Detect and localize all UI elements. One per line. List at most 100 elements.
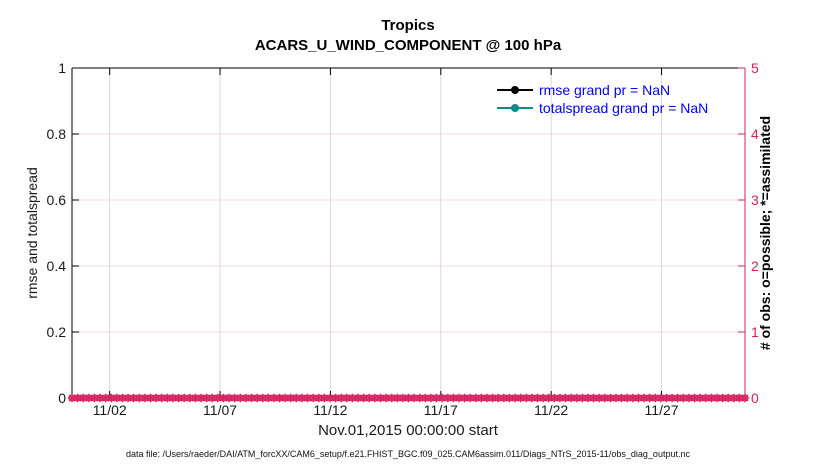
obs-marker-assimilated xyxy=(449,393,458,403)
obs-marker-assimilated xyxy=(561,393,570,403)
obs-marker-assimilated xyxy=(667,393,677,403)
obs-marker-assimilated xyxy=(538,393,548,403)
obs-marker-assimilated xyxy=(656,393,666,403)
obs-marker-assimilated xyxy=(454,393,464,403)
obs-marker-assimilated xyxy=(297,393,307,403)
obs-marker-assimilated xyxy=(679,393,688,403)
obs-marker-assimilated xyxy=(336,393,346,403)
y-tick-label-right: 4 xyxy=(751,126,759,142)
obs-marker-assimilated xyxy=(202,393,211,403)
obs-marker-assimilated xyxy=(191,393,200,403)
obs-marker-assimilated xyxy=(651,393,660,403)
obs-marker-assimilated xyxy=(566,393,576,403)
obs-marker-assimilated xyxy=(735,393,744,403)
obs-marker-assimilated xyxy=(129,393,138,403)
obs-marker-assimilated xyxy=(95,393,105,403)
obs-marker-assimilated xyxy=(662,393,671,403)
obs-marker-assimilated xyxy=(465,393,475,403)
obs-marker-assimilated xyxy=(213,393,223,403)
obs-marker-assimilated xyxy=(740,393,750,403)
obs-marker-assimilated xyxy=(292,393,301,403)
obs-marker-assimilated xyxy=(421,393,430,403)
plot-title: Tropics xyxy=(381,17,435,34)
obs-marker-assimilated xyxy=(398,393,408,403)
obs-marker-assimilated xyxy=(639,393,649,403)
y-tick-label-right: 1 xyxy=(751,324,759,340)
obs-marker-assimilated xyxy=(376,393,385,403)
obs-marker-assimilated xyxy=(280,393,290,403)
obs-marker-assimilated xyxy=(320,393,329,403)
obs-marker-assimilated xyxy=(163,393,172,403)
obs-marker-assimilated xyxy=(157,393,166,403)
obs-marker-assimilated xyxy=(67,393,77,403)
obs-marker-assimilated xyxy=(606,393,615,403)
obs-marker-assimilated xyxy=(90,393,99,403)
obs-marker-assimilated xyxy=(701,393,710,403)
obs-marker-assimilated xyxy=(583,393,593,403)
obs-marker-assimilated xyxy=(527,393,537,403)
obs-marker-assimilated xyxy=(634,393,643,403)
obs-marker-assimilated xyxy=(628,393,638,403)
legend-label: totalspread grand pr = NaN xyxy=(539,99,709,116)
legend-row: totalspread grand pr = NaN xyxy=(497,99,709,116)
obs-marker-assimilated xyxy=(73,393,82,403)
obs-marker-assimilated xyxy=(185,393,195,403)
obs-marker-assimilated xyxy=(572,393,581,403)
x-axis-label: Nov.01,2015 00:00:00 start xyxy=(318,422,498,439)
obs-marker-assimilated xyxy=(488,393,497,403)
obs-marker-assimilated xyxy=(437,393,447,403)
obs-marker-assimilated xyxy=(230,393,239,403)
y-tick-label-right: 2 xyxy=(751,258,759,274)
obs-marker-assimilated xyxy=(174,393,183,403)
obs-marker-assimilated xyxy=(308,393,318,403)
obs-marker-assimilated xyxy=(264,393,273,403)
y-tick-label-left: 0 xyxy=(58,390,66,406)
obs-marker-assimilated xyxy=(443,393,453,403)
obs-marker-assimilated xyxy=(522,393,531,403)
obs-marker-assimilated xyxy=(286,393,295,403)
obs-marker-assimilated xyxy=(348,393,357,403)
obs-marker-assimilated xyxy=(359,393,368,403)
obs-marker-assimilated xyxy=(723,393,733,403)
obs-marker-assimilated xyxy=(404,393,413,403)
obs-marker-assimilated xyxy=(140,393,150,403)
obs-marker-assimilated xyxy=(146,393,155,403)
obs-marker-assimilated xyxy=(684,393,694,403)
y-tick-label-left: 1 xyxy=(58,60,66,76)
obs-marker-assimilated xyxy=(331,393,340,403)
obs-marker-assimilated xyxy=(269,393,279,403)
obs-marker-assimilated xyxy=(241,393,251,403)
obs-marker-assimilated xyxy=(78,393,88,403)
obs-marker-assimilated xyxy=(364,393,374,403)
obs-marker-assimilated xyxy=(101,393,110,403)
x-tick-label: 11/02 xyxy=(92,402,127,418)
obs-marker-assimilated xyxy=(168,393,178,403)
obs-marker-assimilated xyxy=(275,393,284,403)
y-tick-label-left: 0.2 xyxy=(46,324,66,340)
obs-marker-assimilated xyxy=(673,393,682,403)
obs-marker-assimilated xyxy=(499,393,509,403)
y-tick-label-left: 0.6 xyxy=(46,192,66,208)
obs-marker-assimilated xyxy=(151,393,161,403)
obs-marker-assimilated xyxy=(107,393,116,403)
obs-marker-assimilated xyxy=(252,393,262,403)
obs-marker-assimilated xyxy=(471,393,481,403)
obs-marker-assimilated xyxy=(533,393,542,403)
obs-marker-assimilated xyxy=(600,393,610,403)
x-tick-label: 11/12 xyxy=(313,402,348,418)
obs-marker-assimilated xyxy=(84,393,94,403)
obs-marker-assimilated xyxy=(645,393,654,403)
x-tick-label: 11/17 xyxy=(423,402,458,418)
obs-marker-assimilated xyxy=(712,393,722,403)
obs-marker-assimilated xyxy=(611,393,621,403)
obs-marker-assimilated xyxy=(118,393,127,403)
obs-marker-assimilated xyxy=(235,393,245,403)
obs-marker-assimilated xyxy=(179,393,189,403)
obs-marker-assimilated xyxy=(718,393,727,403)
obs-marker-assimilated xyxy=(247,393,256,403)
obs-marker-assimilated xyxy=(393,393,402,403)
obs-marker-assimilated xyxy=(409,393,419,403)
obs-marker-assimilated xyxy=(594,393,604,403)
